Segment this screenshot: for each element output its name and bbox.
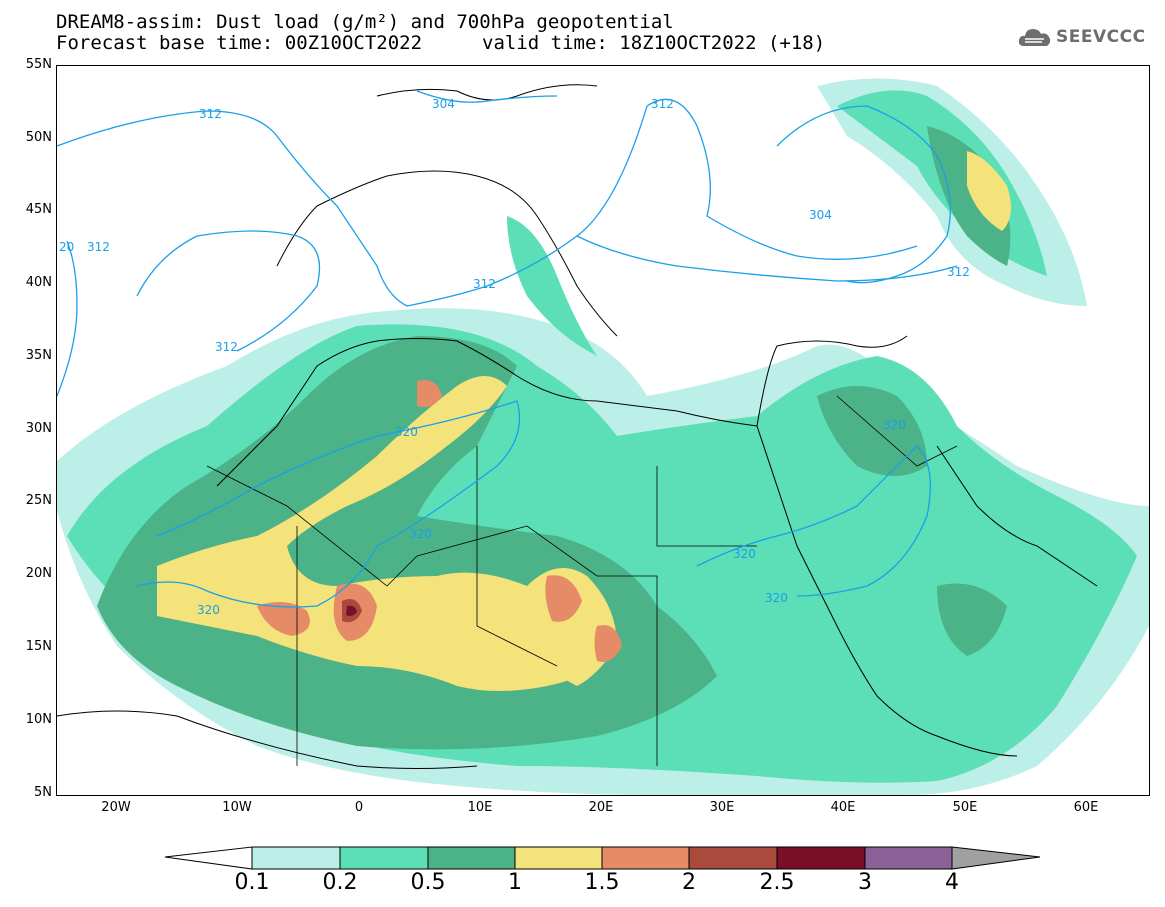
colorbar (164, 846, 1041, 870)
forecast-base-time: Forecast base time: 00Z10OCT2022 (56, 32, 423, 54)
colorbar-label: 2 (682, 870, 696, 895)
colorbar-label: 1.5 (584, 870, 620, 895)
colorbar-bin (601, 846, 690, 870)
colorbar-bin (251, 846, 341, 870)
colorbar-bin (427, 846, 516, 870)
coastlines (57, 84, 1098, 769)
colorbar-label: 0.5 (410, 870, 446, 895)
colorbar-bin (514, 846, 603, 870)
lon-label: 60E (1073, 800, 1099, 815)
contour-label: 320 (395, 425, 418, 439)
contour-label: 320 (409, 527, 432, 541)
colorbar-high-arrow (951, 846, 1041, 870)
contour-label: 320 (733, 547, 756, 561)
contour-label: 320 (197, 603, 220, 617)
lat-label: 20N (25, 566, 52, 581)
map-canvas: 312 304 312 304 312 312 312 312 320 320 … (57, 78, 1149, 795)
contour-label: 304 (809, 208, 832, 222)
contour-label: 312 (947, 265, 970, 279)
lon-label: 10E (467, 800, 493, 815)
lat-label: 40N (25, 275, 52, 290)
lat-label: 50N (25, 130, 52, 145)
seevccc-logo: SEEVCCC (1018, 26, 1146, 48)
valid-time: valid time: 18Z10OCT2022 (+18) (482, 32, 826, 54)
cloud-icon (1018, 29, 1051, 46)
colorbar-bin (776, 846, 866, 870)
lon-label: 50E (952, 800, 978, 815)
lon-label: 0 (354, 800, 364, 815)
lat-label: 5N (34, 785, 52, 800)
contour-label: 312 (215, 340, 238, 354)
dust-map: 312 304 312 304 312 312 312 312 320 320 … (56, 65, 1150, 796)
colorbar-bin (339, 846, 429, 870)
contour-label: 304 (432, 97, 455, 111)
contour-label: 20 (59, 240, 74, 254)
map-title: DREAM8-assim: Dust load (g/m²) and 700hP… (56, 11, 674, 33)
colorbar-low-arrow (164, 846, 253, 870)
contour-label: 312 (651, 97, 674, 111)
lat-label: 25N (25, 493, 52, 508)
colorbar-label: 0.1 (234, 870, 270, 895)
lon-label: 20E (588, 800, 614, 815)
colorbar-bin (688, 846, 778, 870)
contour-label: 312 (199, 107, 222, 121)
lon-label: 40E (830, 800, 856, 815)
borders (206, 395, 958, 766)
contour-label: 320 (765, 591, 788, 605)
contour-labels: 312 304 312 304 312 312 312 312 320 320 … (59, 97, 970, 617)
contour-label: 312 (87, 240, 110, 254)
lat-label: 10N (25, 712, 52, 727)
lon-label: 20W (101, 800, 131, 815)
colorbar-label: 1 (508, 870, 522, 895)
lat-label: 15N (25, 639, 52, 654)
contour-label: 320 (883, 418, 906, 432)
dust-shading (57, 78, 1149, 795)
colorbar-label: 4 (945, 870, 959, 895)
geopotential-contours (57, 90, 958, 608)
colorbar-label: 0.2 (322, 870, 358, 895)
lat-label: 45N (25, 202, 52, 217)
lat-label: 35N (25, 348, 52, 363)
colorbar-label: 3 (858, 870, 872, 895)
colorbar-bin (864, 846, 953, 870)
colorbar-label: 2.5 (759, 870, 795, 895)
lon-label: 10W (222, 800, 252, 815)
lat-label: 30N (25, 421, 52, 436)
logo-text: SEEVCCC (1056, 27, 1146, 47)
contour-label: 312 (473, 277, 496, 291)
lat-label: 55N (25, 57, 52, 72)
lon-label: 30E (709, 800, 735, 815)
